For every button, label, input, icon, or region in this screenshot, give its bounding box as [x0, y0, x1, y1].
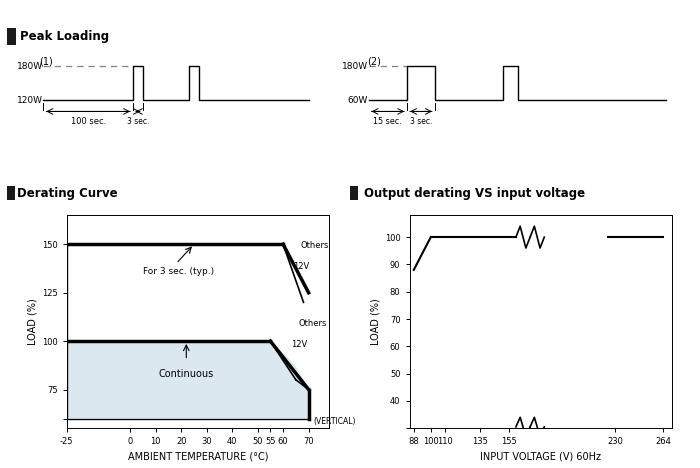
Bar — [7, 186, 15, 200]
Text: 120W: 120W — [17, 95, 43, 105]
Text: For 3 sec. (typ.): For 3 sec. (typ.) — [143, 267, 214, 276]
Text: 100 sec.: 100 sec. — [71, 117, 106, 125]
Text: 180W: 180W — [342, 62, 368, 71]
Text: 180W: 180W — [17, 62, 43, 71]
Text: 60W: 60W — [347, 95, 368, 105]
Bar — [350, 186, 358, 200]
Text: (1): (1) — [39, 57, 53, 66]
Polygon shape — [66, 341, 309, 418]
X-axis label: AMBIENT TEMPERATURE (°C): AMBIENT TEMPERATURE (°C) — [127, 452, 268, 462]
Text: 12V: 12V — [290, 340, 307, 349]
Y-axis label: LOAD (%): LOAD (%) — [370, 299, 381, 345]
Text: Continuous: Continuous — [159, 369, 214, 379]
Y-axis label: LOAD (%): LOAD (%) — [27, 299, 38, 345]
Text: (VERTICAL): (VERTICAL) — [314, 417, 356, 426]
Text: Others: Others — [301, 241, 329, 250]
X-axis label: INPUT VOLTAGE (V) 60Hz: INPUT VOLTAGE (V) 60Hz — [480, 452, 601, 462]
Text: Output derating VS input voltage: Output derating VS input voltage — [364, 187, 585, 199]
Text: Peak Loading: Peak Loading — [20, 30, 109, 43]
Text: Derating Curve: Derating Curve — [18, 187, 118, 199]
Text: 3 sec.: 3 sec. — [410, 117, 432, 125]
Bar — [7, 28, 16, 44]
Text: (2): (2) — [367, 57, 381, 66]
Text: 12V: 12V — [293, 263, 309, 271]
Text: 3 sec.: 3 sec. — [127, 117, 149, 125]
Text: 15 sec.: 15 sec. — [374, 117, 402, 125]
Text: Others: Others — [298, 319, 327, 328]
